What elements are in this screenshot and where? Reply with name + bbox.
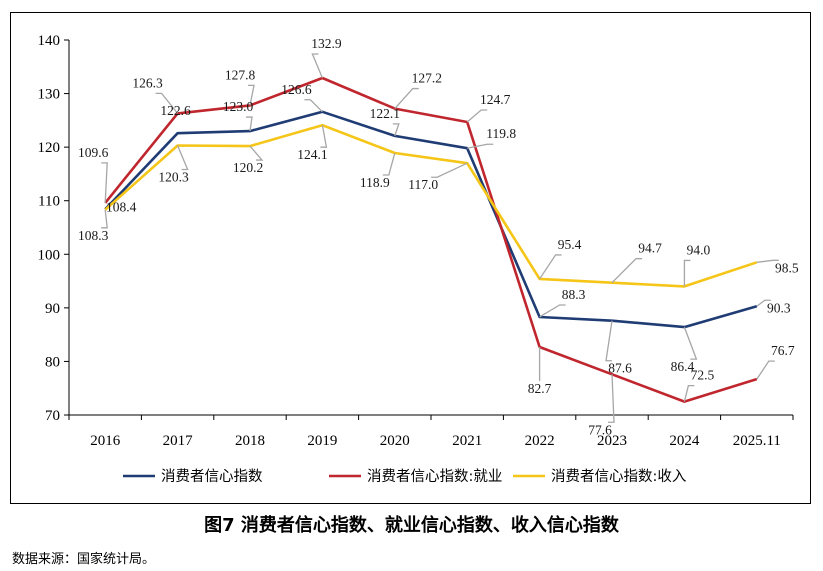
source-note: 数据来源：国家统计局。 <box>12 552 156 567</box>
label-leader <box>248 84 255 106</box>
label-leader <box>608 374 615 423</box>
x-tick-label: 2017 <box>163 433 194 449</box>
data-label: 95.4 <box>558 237 582 252</box>
y-tick-label: 80 <box>45 354 60 370</box>
label-leader <box>611 258 642 284</box>
x-tick-label: 2022 <box>525 433 555 449</box>
legend-label: 消费者信心指数:收入 <box>551 468 686 485</box>
series-line-0 <box>104 110 758 329</box>
label-leader <box>756 259 779 263</box>
label-leader <box>683 384 695 402</box>
label-leader <box>392 123 400 137</box>
data-label: 117.0 <box>408 177 438 192</box>
data-label: 126.3 <box>132 75 163 90</box>
x-tick-label: 2023 <box>597 433 627 449</box>
data-label: 77.6 <box>588 422 612 437</box>
label-leader <box>101 162 108 203</box>
y-tick-label: 110 <box>38 194 60 210</box>
label-leader <box>101 209 108 229</box>
x-tick-label: 2018 <box>235 433 265 449</box>
label-leader <box>467 143 494 149</box>
data-label: 90.3 <box>767 300 791 315</box>
x-tick-label: 2019 <box>307 433 337 449</box>
data-label: 87.6 <box>608 361 632 376</box>
y-tick-label: 130 <box>38 87 61 103</box>
data-label: 94.0 <box>687 242 711 257</box>
series-line-2 <box>104 123 758 288</box>
label-leader <box>249 145 264 161</box>
legend-label: 消费者信心指数:就业 <box>367 468 502 485</box>
label-leader <box>605 320 613 362</box>
data-label: 124.7 <box>480 92 511 107</box>
y-tick-label: 70 <box>45 408 60 424</box>
x-tick-label: 2016 <box>90 433 121 449</box>
x-tick-label: 2024 <box>669 433 700 449</box>
y-tick-label: 100 <box>38 247 61 263</box>
label-leader <box>246 116 253 132</box>
data-label: 122.1 <box>370 106 400 121</box>
data-label: 120.3 <box>158 170 189 185</box>
data-label: 126.6 <box>281 82 312 97</box>
data-label: 127.2 <box>412 71 442 86</box>
data-label: 123.0 <box>223 99 254 114</box>
label-leader <box>683 326 698 360</box>
data-label: 86.4 <box>671 359 695 374</box>
chart-frame: 70 80 90 100 110 120 130 140 2016 2017 2018 2019 202… <box>10 12 811 504</box>
label-leader <box>466 109 488 123</box>
data-label: 72.5 <box>691 368 715 383</box>
data-label: 82.7 <box>528 381 552 396</box>
figure-caption: 图7 消费者信心指数、就业信心指数、收入信心指数 <box>204 515 619 536</box>
label-leader <box>539 304 566 318</box>
label-leader <box>431 162 468 178</box>
x-tick-label: 2020 <box>380 433 410 449</box>
data-label: 119.8 <box>486 126 516 141</box>
label-leader <box>756 360 775 380</box>
y-tick-label: 140 <box>38 33 61 49</box>
data-label: 132.9 <box>311 36 342 51</box>
data-label: 98.5 <box>775 260 799 275</box>
label-leader <box>382 152 396 176</box>
legend-label: 消费者信心指数 <box>161 468 263 485</box>
y-tick-label: 90 <box>45 301 60 317</box>
label-leader <box>756 299 771 307</box>
line-chart: 70 80 90 100 110 120 130 140 2016 2017 2018 2019 202… <box>38 33 799 485</box>
label-leader <box>304 99 323 113</box>
label-leader <box>311 53 323 79</box>
x-tick-label: 2025.11 <box>733 433 781 449</box>
data-label: 127.8 <box>225 67 256 82</box>
data-label: 108.4 <box>106 199 137 214</box>
label-leader <box>539 254 562 280</box>
data-label: 88.3 <box>562 287 586 302</box>
y-tick-label: 120 <box>38 140 61 156</box>
label-leader <box>320 125 328 148</box>
data-label: 124.1 <box>297 147 327 162</box>
data-label: 108.3 <box>78 228 109 243</box>
data-label: 76.7 <box>771 343 795 358</box>
series-line-1 <box>104 76 758 403</box>
data-label: 122.6 <box>160 103 191 118</box>
data-label: 109.6 <box>78 145 109 160</box>
data-label: 120.2 <box>233 160 263 175</box>
label-leader <box>155 92 179 114</box>
label-leader <box>177 145 189 171</box>
data-label: 94.7 <box>638 241 662 256</box>
x-tick-label: 2021 <box>452 433 482 449</box>
label-leader <box>683 259 691 287</box>
data-label: 118.9 <box>360 175 390 190</box>
label-leader <box>394 87 419 110</box>
